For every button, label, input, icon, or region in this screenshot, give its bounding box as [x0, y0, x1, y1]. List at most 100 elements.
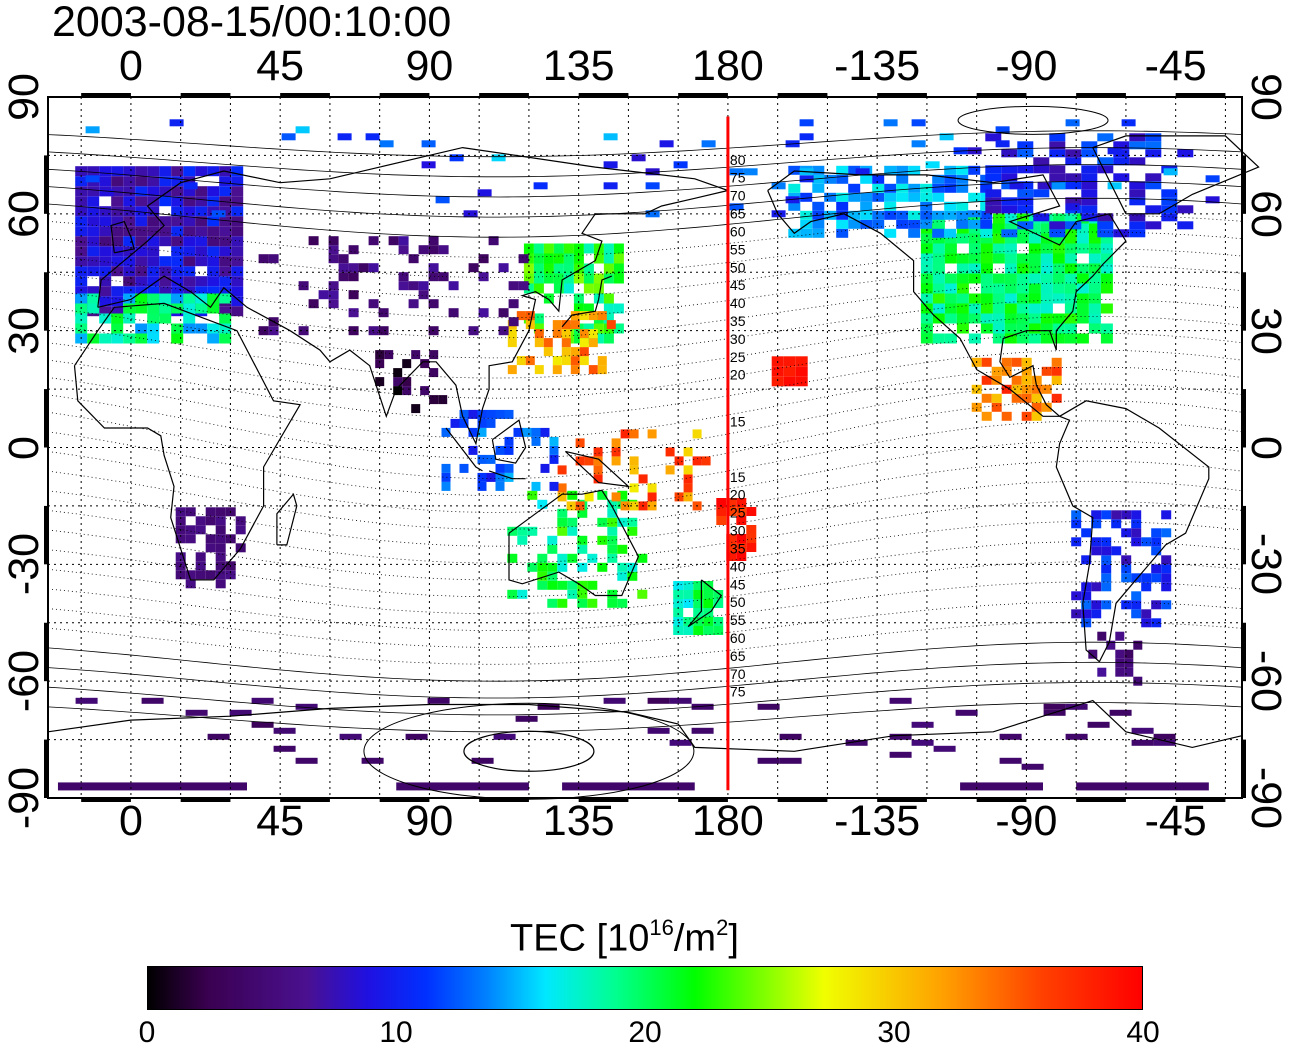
tec-cell	[147, 323, 160, 334]
tec-cell	[553, 283, 564, 294]
tec-cell	[1052, 333, 1065, 344]
tec-cell	[1017, 141, 1034, 150]
tec-cell	[171, 236, 184, 247]
top-longitude-axis: 0 45 90 135 180 -135 -90 -45	[0, 42, 1292, 98]
tec-cell	[438, 272, 449, 282]
tec-cell	[508, 299, 519, 309]
tec-cell	[171, 266, 184, 277]
latitude-tick-label: 0	[1242, 435, 1290, 460]
tec-cell	[171, 186, 184, 197]
magnetic-contour	[47, 661, 1243, 699]
tec-cell	[1065, 203, 1080, 211]
tec-cell	[147, 293, 160, 304]
tec-cell	[147, 206, 160, 217]
frame-tick-bar	[180, 93, 231, 98]
tec-cell	[607, 598, 618, 608]
tec-cell	[171, 276, 184, 287]
tec-cell	[561, 347, 571, 357]
tec-cell	[971, 384, 982, 394]
tec-cell	[673, 161, 688, 169]
tec-cell	[207, 256, 220, 267]
tec-cell	[99, 189, 114, 197]
tec-cell	[1017, 197, 1034, 206]
tec-cell	[1129, 229, 1146, 238]
latitude-tick-label: 90	[0, 73, 48, 121]
colorbar-tick-label: 20	[628, 1016, 662, 1049]
tec-cell	[111, 196, 124, 207]
tec-cell	[736, 507, 747, 516]
tec-cell	[99, 306, 112, 317]
tec-cell	[1100, 253, 1113, 264]
tec-cell	[729, 203, 744, 211]
tec-cell	[1153, 739, 1176, 746]
tec-cell	[848, 192, 861, 202]
tec-cell	[645, 210, 660, 218]
tec-cell	[1141, 573, 1152, 583]
tec-cell	[603, 273, 614, 284]
tec-cell	[1145, 141, 1162, 150]
tec-cell	[111, 286, 124, 297]
tec-cell	[295, 757, 318, 764]
tec-cell	[486, 409, 496, 419]
tec-cell	[944, 183, 957, 193]
tec-cell	[603, 333, 614, 344]
tec-cell	[438, 245, 449, 255]
frame-tick-bar	[1175, 797, 1226, 802]
tec-cell	[328, 245, 339, 255]
tec-cell	[111, 306, 124, 317]
tec-cell	[673, 617, 684, 626]
tec-cell	[1028, 233, 1041, 244]
tec-cell	[872, 219, 885, 229]
tec-cell	[537, 499, 548, 509]
tec-cell	[1131, 573, 1142, 583]
tec-cell	[1091, 537, 1102, 547]
tec-cell	[123, 293, 136, 304]
tec-cell	[620, 429, 630, 439]
tec-cell	[726, 543, 737, 552]
tec-cell	[968, 303, 981, 314]
tec-cell	[231, 166, 244, 177]
tec-cell	[703, 626, 714, 635]
tec-cell	[195, 561, 206, 571]
tec-cell	[999, 757, 1022, 764]
tec-cell	[607, 526, 618, 536]
tec-cell	[955, 709, 978, 716]
tec-cell	[468, 326, 479, 336]
tec-cell	[1100, 273, 1113, 284]
tec-cell	[1088, 223, 1101, 234]
tec-cell	[1001, 357, 1012, 367]
tec-cell	[229, 709, 252, 716]
tec-cell	[75, 286, 88, 297]
tec-cell	[968, 219, 981, 229]
tec-cell	[281, 133, 296, 141]
tec-cell	[507, 589, 518, 599]
tec-cell	[1111, 546, 1122, 556]
tec-cell	[87, 266, 100, 277]
tec-cell	[547, 571, 558, 581]
tec-cell	[534, 338, 544, 348]
tec-cell	[985, 133, 1002, 142]
tec-cell	[533, 313, 544, 324]
tec-cell	[563, 283, 574, 294]
tec-cell	[788, 183, 801, 193]
tec-cell	[195, 196, 208, 207]
tec-cell	[617, 571, 628, 581]
tec-cell	[701, 456, 711, 466]
tec-cell	[225, 570, 236, 580]
tec-cell	[1001, 411, 1012, 421]
tec-cell	[743, 168, 758, 176]
tec-cell	[557, 517, 568, 527]
tec-cell	[493, 733, 516, 740]
tec-cell	[980, 253, 993, 264]
tec-cell	[135, 303, 148, 314]
tec-cell	[477, 427, 487, 437]
tec-cell	[920, 183, 933, 193]
tec-cell	[219, 246, 232, 257]
magnetic-contour	[47, 214, 1243, 258]
magnetic-contour	[47, 541, 1243, 598]
tec-cell	[583, 273, 594, 284]
colorbar-title: TEC [1016/m2]	[510, 915, 739, 960]
tec-cell	[1145, 133, 1162, 142]
tec-cell	[1037, 182, 1052, 190]
tec-cell	[547, 580, 558, 590]
